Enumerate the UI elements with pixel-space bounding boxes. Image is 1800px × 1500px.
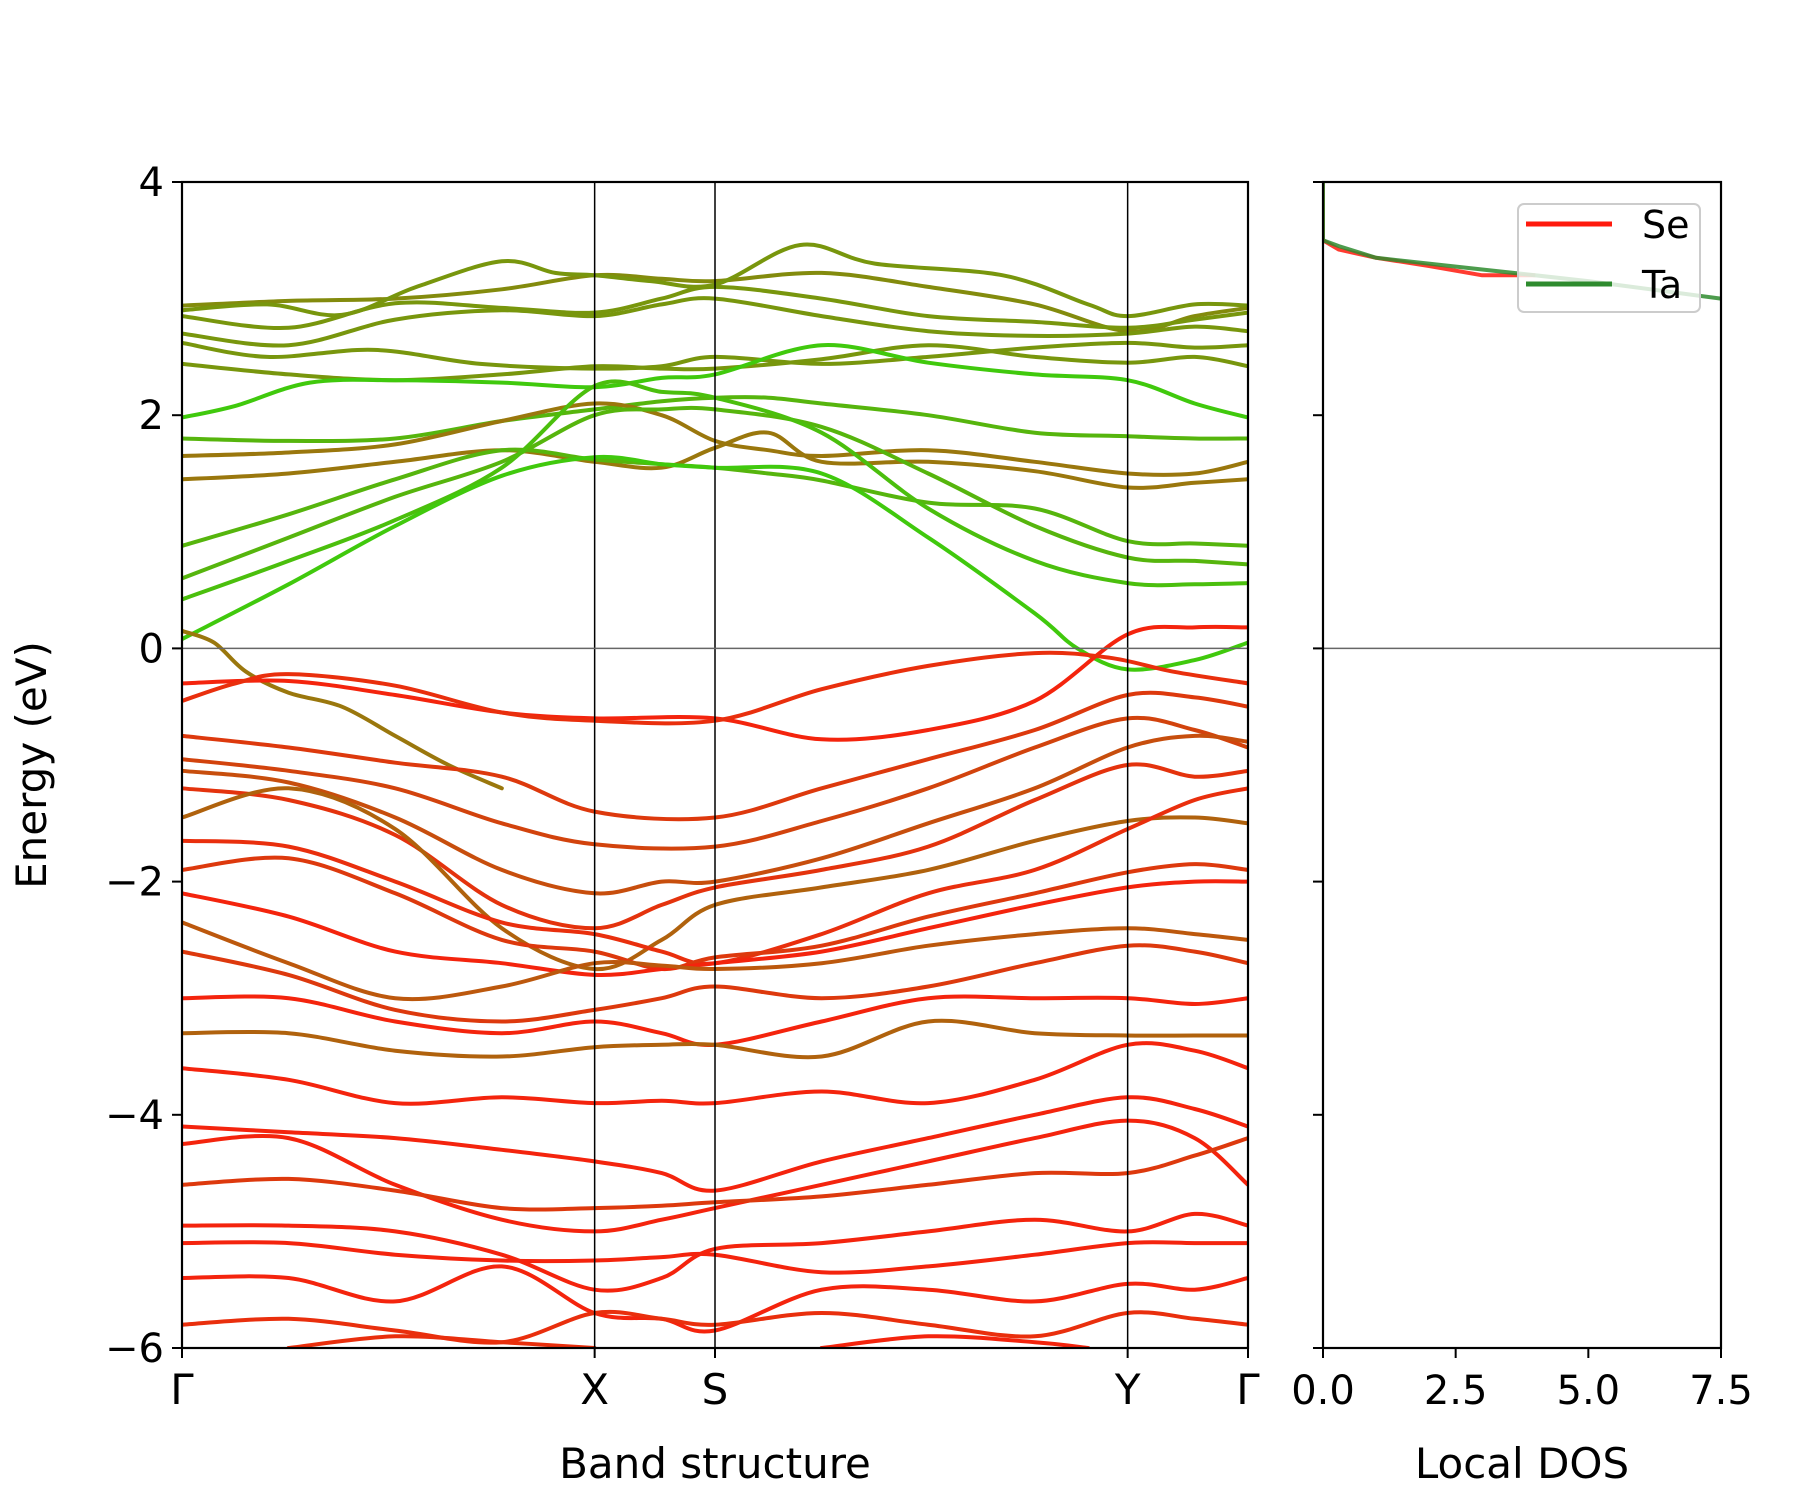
energy-axis-label: Energy (eV) — [7, 641, 56, 889]
dos-energy-ticks — [1313, 181, 1323, 1349]
kpoint-label: Γ — [1236, 1365, 1260, 1414]
band-line-8 — [182, 401, 1248, 477]
dos-tick-label: 5.0 — [1557, 1368, 1621, 1414]
band-structure-panel: 4 2 0 −2 −4 −6 Γ X S Y Γ Energy (eV) Band structu… — [7, 160, 1260, 1488]
band-line-38 — [819, 1334, 1091, 1348]
dos-tick-label: 0.0 — [1291, 1368, 1355, 1414]
band-line-21 — [182, 786, 1248, 972]
band-line-37 — [286, 1334, 597, 1348]
band-structure-label: Band structure — [559, 1439, 871, 1488]
kpoint-label: X — [580, 1365, 609, 1414]
band-line-13 — [182, 454, 1248, 672]
legend-label-ta: Ta — [1641, 263, 1682, 307]
dos-tick-label: 2.5 — [1424, 1368, 1488, 1414]
band-lines — [182, 242, 1248, 1348]
kpoint-label: Y — [1114, 1365, 1141, 1414]
energy-tick-label: 2 — [139, 393, 164, 439]
dos-tick-label: 7.5 — [1689, 1368, 1753, 1414]
local-dos-panel: 0.0 2.5 5.0 7.5 Local DOS Se Ta — [1291, 180, 1753, 1488]
local-dos-label: Local DOS — [1415, 1439, 1629, 1488]
band-line-18 — [182, 715, 1248, 851]
legend: Se Ta — [1517, 203, 1701, 313]
band-line-14 — [182, 628, 504, 791]
kpoint-label: S — [702, 1365, 729, 1414]
band-line-17 — [182, 690, 1248, 822]
legend-label-se: Se — [1642, 203, 1690, 247]
energy-tick-label: −6 — [105, 1326, 164, 1372]
dos-panel-frame — [1321, 180, 1723, 1350]
dos-axis-ticks: 0.0 2.5 5.0 7.5 — [1291, 1348, 1753, 1414]
energy-tick-label: −4 — [105, 1093, 164, 1139]
kpoint-label: Γ — [170, 1365, 194, 1414]
energy-tick-label: 4 — [139, 160, 164, 206]
band-line-9 — [182, 430, 1248, 490]
band-line-15 — [182, 624, 1248, 742]
band-line-6 — [182, 343, 1248, 420]
energy-axis-ticks: 4 2 0 −2 −4 −6 — [105, 160, 182, 1372]
energy-tick-label: 0 — [139, 626, 164, 672]
band-line-7 — [182, 395, 1248, 444]
energy-tick-label: −2 — [105, 860, 164, 906]
high-symmetry-lines — [593, 182, 1129, 1348]
